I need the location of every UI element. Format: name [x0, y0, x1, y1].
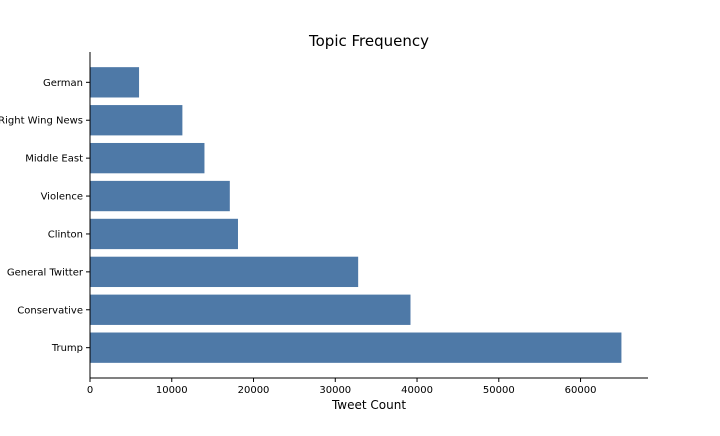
bar-right-wing-news — [90, 105, 183, 136]
bar-violence — [90, 180, 230, 212]
bar-clinton — [90, 218, 238, 250]
y-tick-label: German — [43, 78, 83, 89]
x-tick-label: 10000 — [156, 385, 188, 396]
bar-trump — [90, 332, 622, 363]
x-tick-label: 60000 — [565, 385, 597, 396]
x-tick-label: 30000 — [319, 385, 351, 396]
bar-general-twitter — [90, 256, 359, 288]
y-tick-label: Conservative — [17, 305, 83, 316]
y-tick-label: Clinton — [48, 229, 83, 240]
bar-german — [90, 67, 140, 98]
y-tick-label: Violence — [41, 192, 83, 203]
chart-title: Topic Frequency — [308, 32, 429, 50]
y-tick-label: Middle East — [25, 154, 83, 165]
bars-group — [90, 67, 622, 363]
x-tick-label: 0 — [87, 385, 93, 396]
bar-conservative — [90, 294, 411, 325]
x-tick-label: 40000 — [401, 385, 433, 396]
y-tick-label: Right Wing News — [0, 116, 83, 127]
bar-middle-east — [90, 142, 205, 174]
x-axis-ticks: 0 10000 20000 30000 40000 50000 60000 — [87, 378, 597, 396]
x-axis-label: Tweet Count — [331, 398, 406, 412]
x-tick-label: 50000 — [483, 385, 515, 396]
y-tick-label: Trump — [51, 343, 83, 354]
y-axis-ticks: Trump Conservative General Twitter Clinton V… — [0, 78, 90, 354]
y-tick-label: General Twitter — [7, 267, 84, 278]
x-tick-label: 20000 — [238, 385, 270, 396]
